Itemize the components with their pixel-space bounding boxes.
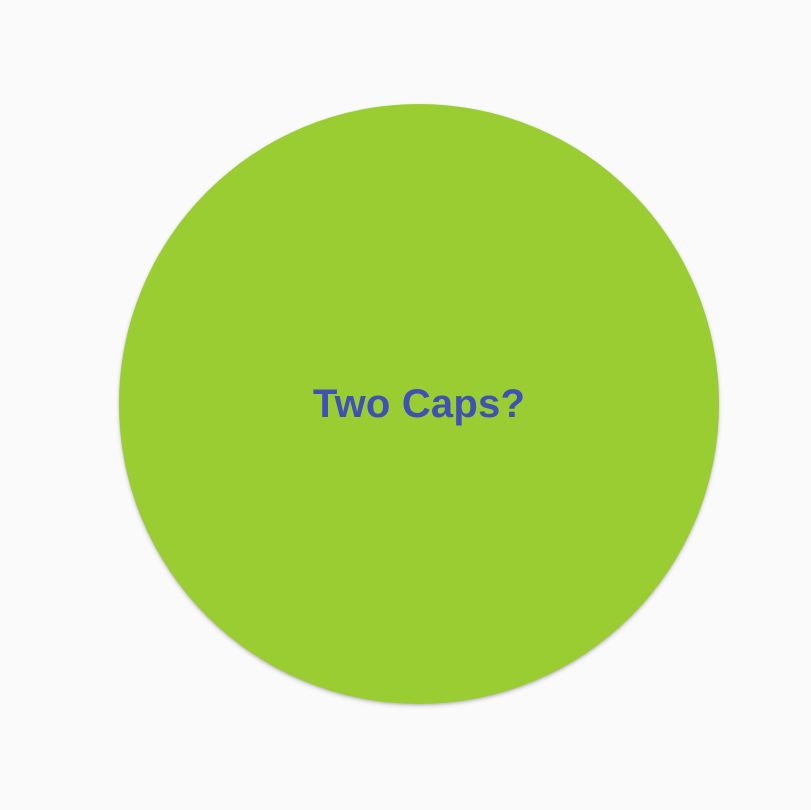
circle-button-label: Two Caps?: [312, 381, 526, 426]
two-caps-circle-button[interactable]: Two Caps?: [119, 104, 719, 704]
